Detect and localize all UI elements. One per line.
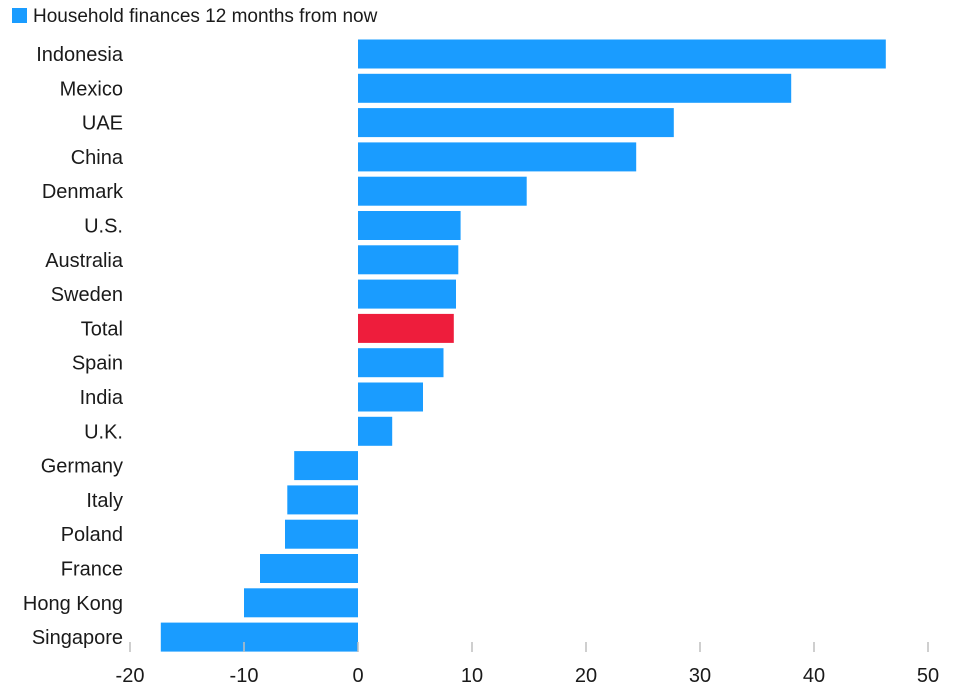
bar-mexico: [358, 73, 792, 103]
bar-italy: [287, 485, 358, 515]
legend-label: Household finances 12 months from now: [33, 6, 378, 27]
bar-poland: [285, 519, 358, 549]
x-tick-label: 10: [461, 665, 483, 687]
bar-u-k: [358, 416, 393, 446]
bar-france: [260, 554, 358, 583]
x-axis: -20 -10 0 10 20 30 40 50: [116, 642, 939, 687]
bar-australia: [358, 245, 459, 275]
category-label-australia: Australia: [45, 250, 124, 272]
x-tick-label: 20: [575, 665, 597, 687]
x-tick-label: 0: [352, 665, 363, 687]
bar-uae: [358, 108, 674, 138]
x-tick-label: 30: [689, 665, 711, 687]
category-label-indonesia: Indonesia: [36, 44, 124, 66]
category-label-poland: Poland: [61, 524, 123, 546]
category-label-u-s: U.S.: [84, 216, 123, 238]
x-tick-label: 40: [803, 665, 825, 687]
category-label-france: France: [61, 559, 123, 581]
category-label-hong-kong: Hong Kong: [23, 593, 123, 615]
bar-sweden: [358, 279, 456, 309]
category-label-india: India: [80, 387, 124, 409]
bar-u-s: [358, 211, 461, 240]
bars: [160, 39, 886, 652]
x-tick-label: -20: [116, 665, 145, 687]
bar-india: [358, 382, 423, 412]
legend-swatch: [12, 8, 27, 23]
category-label-china: China: [71, 147, 124, 169]
category-label-spain: Spain: [72, 353, 123, 375]
bar-germany: [294, 451, 358, 481]
bar-spain: [358, 348, 444, 378]
category-label-uae: UAE: [82, 113, 123, 135]
bar-denmark: [358, 176, 527, 206]
bar-hong-kong: [244, 588, 358, 618]
category-label-italy: Italy: [86, 490, 123, 512]
legend: Household finances 12 months from now: [12, 6, 378, 27]
x-tick-label: 50: [917, 665, 939, 687]
x-tick-label: -10: [230, 665, 259, 687]
bar-china: [358, 142, 637, 172]
category-label-mexico: Mexico: [60, 78, 123, 100]
category-label-denmark: Denmark: [42, 181, 124, 203]
category-labels: Indonesia Mexico UAE China Denmark U.S. Austra…: [23, 44, 124, 649]
bar-singapore: [160, 622, 358, 652]
category-label-germany: Germany: [41, 456, 123, 478]
category-label-u-k: U.K.: [84, 421, 123, 443]
bar-total: [358, 313, 454, 343]
category-label-sweden: Sweden: [51, 284, 123, 306]
category-label-total: Total: [81, 318, 123, 340]
category-label-singapore: Singapore: [32, 627, 123, 649]
bar-indonesia: [358, 39, 886, 69]
